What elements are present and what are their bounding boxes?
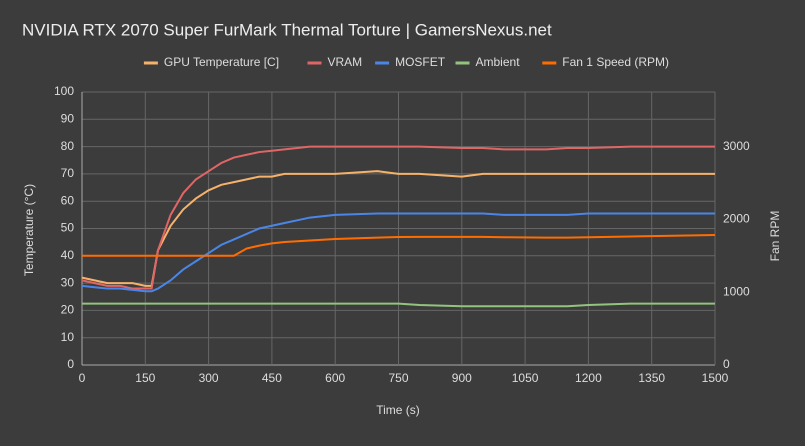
x-tick-label: 1200 (575, 371, 602, 385)
y-tick-label: 60 (61, 193, 75, 207)
x-tick-label: 0 (79, 371, 86, 385)
legend-label: VRAM (328, 55, 363, 69)
x-tick-label: 900 (452, 371, 472, 385)
y2-tick-label: 0 (723, 357, 730, 371)
y2-tick-label: 2000 (723, 212, 750, 226)
y2-tick-label: 1000 (723, 284, 750, 298)
series-line (81, 212, 715, 293)
x-tick-label: 1500 (702, 371, 729, 385)
x-tick-label: 1050 (512, 371, 539, 385)
y-axis-label: Temperature (°C) (22, 184, 36, 276)
series-line (82, 302, 715, 308)
series-line (81, 170, 715, 287)
x-tick-label: 300 (199, 371, 219, 385)
series-line (81, 145, 715, 290)
y-tick-label: 30 (61, 275, 75, 289)
x-tick-label: 450 (262, 371, 282, 385)
y-tick-label: 50 (61, 221, 75, 235)
x-tick-label: 750 (388, 371, 408, 385)
y-tick-label: 80 (61, 139, 75, 153)
legend-label: MOSFET (395, 55, 446, 69)
legend-label: Fan 1 Speed (RPM) (562, 55, 669, 69)
y-tick-label: 90 (61, 111, 75, 125)
y-tick-label: 10 (61, 330, 75, 344)
y-tick-label: 70 (61, 166, 75, 180)
y-tick-label: 20 (61, 303, 75, 317)
legend-label: Ambient (476, 55, 521, 69)
x-axis-label: Time (s) (376, 403, 420, 417)
series-line (82, 233, 716, 257)
y-tick-label: 0 (67, 357, 74, 371)
legend-label: GPU Temperature [C] (164, 55, 279, 69)
x-tick-label: 600 (325, 371, 345, 385)
chart-title: NVIDIA RTX 2070 Super FurMark Thermal To… (22, 20, 552, 39)
y2-tick-label: 3000 (723, 139, 750, 153)
y-tick-label: 100 (54, 84, 74, 98)
x-tick-label: 150 (135, 371, 155, 385)
y2-axis-label: Fan RPM (768, 211, 782, 262)
y-tick-label: 40 (61, 248, 75, 262)
x-tick-label: 1350 (638, 371, 665, 385)
